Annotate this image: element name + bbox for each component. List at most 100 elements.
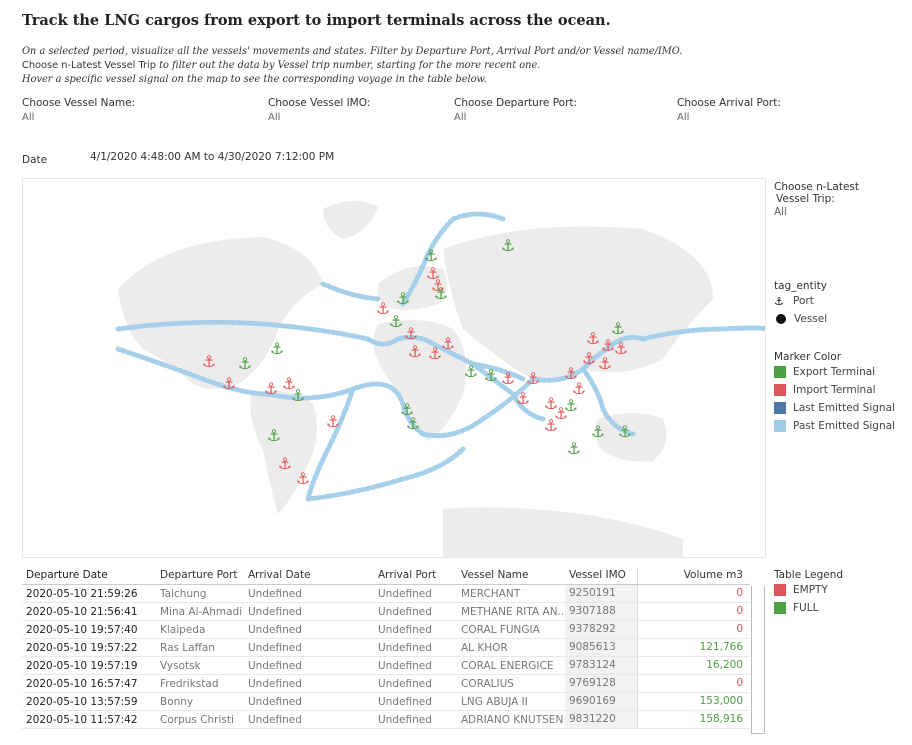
page-title: Track the LNG cargos from export to impo… — [22, 12, 611, 29]
legend-item-last-emitted-signal[interactable]: Last Emitted Signal — [774, 399, 895, 417]
legend-item-label: FULL — [793, 602, 819, 614]
svg-text:⚓: ⚓ — [282, 374, 296, 393]
departure-port-cell: Mina Al-Ahmadi — [160, 605, 243, 618]
vessel-imo-filter-value[interactable]: All — [268, 112, 281, 123]
column-header[interactable]: Arrival Date — [248, 569, 311, 581]
svg-text:⚓: ⚓ — [238, 354, 252, 373]
arrival-port-filter-value[interactable]: All — [677, 112, 690, 123]
volume-cell: 153,000 — [637, 693, 747, 710]
volume-cell: 158,916 — [637, 711, 747, 728]
legend-item-export-terminal[interactable]: Export Terminal — [774, 363, 895, 381]
legend-item-label: Last Emitted Signal — [793, 402, 895, 414]
legend-item-full[interactable]: FULL — [774, 599, 843, 617]
departure-port-cell: Ras Laffan — [160, 641, 215, 654]
svg-text:⚓: ⚓ — [431, 276, 445, 295]
vessel-name-filter-value[interactable]: All — [22, 112, 35, 123]
svg-text:⚓: ⚓ — [618, 422, 632, 441]
departure-date-cell: 2020-05-10 21:59:26 — [26, 587, 138, 600]
table-row[interactable]: 2020-05-10 19:57:22 Ras Laffan Undefined Un… — [22, 639, 750, 657]
table-row[interactable]: 2020-05-10 19:57:40 Klaipeda Undefined Unde… — [22, 621, 750, 639]
volume-cell: 0 — [637, 585, 747, 602]
import-terminal-markers[interactable]: ⚓ ⚓ ⚓ ⚓ ⚓ ⚓ ⚓ ⚓ ⚓ ⚓ ⚓ ⚓ ⚓ ⚓ ⚓ ⚓ ⚓ ⚓ ⚓ ⚓ … — [202, 264, 628, 488]
last-emitted-signal-swatch — [774, 402, 786, 414]
legend-item-import-terminal[interactable]: Import Terminal — [774, 381, 895, 399]
date-range-filter[interactable]: 4/1/2020 4:48:00 AM to 4/30/2020 7:12:00… — [90, 151, 335, 163]
table-body: 2020-05-10 21:59:26 Taichung Undefined Unde… — [22, 585, 750, 729]
table-row[interactable]: 2020-05-10 21:59:26 Taichung Undefined Unde… — [22, 585, 750, 603]
arrival-date-cell: Undefined — [248, 659, 302, 672]
table-row[interactable]: 2020-05-10 16:57:47 Fredrikstad Undefined U… — [22, 675, 750, 693]
column-header[interactable]: Departure Port — [160, 569, 238, 581]
tag-entity-legend: tag_entity ⚓ Port Vessel — [774, 280, 827, 328]
column-header[interactable]: Volume m3 — [637, 566, 747, 584]
intro-text: On a selected period, visualize all the … — [22, 45, 682, 87]
departure-port-cell: Fredrikstad — [160, 677, 219, 690]
export-terminal-markers[interactable]: ⚓ ⚓ ⚓ ⚓ ⚓ ⚓ ⚓ ⚓ ⚓ ⚓ ⚓ ⚓ ⚓ ⚓ ⚓ ⚓ ⚓ ⚓ — [238, 236, 632, 458]
legend-item-empty[interactable]: EMPTY — [774, 581, 843, 599]
svg-text:⚓: ⚓ — [526, 369, 540, 388]
intro-line-2-rest: to filter out the data by Vessel trip nu… — [155, 60, 541, 71]
vessel-imo-cell: 9378292 — [565, 621, 637, 638]
svg-text:⚓: ⚓ — [544, 416, 558, 435]
departure-port-cell: Corpus Christi — [160, 713, 234, 726]
n-latest-value[interactable]: All — [774, 206, 788, 218]
arrival-port-cell: Undefined — [378, 659, 432, 672]
legend-item-label: Past Emitted Signal — [793, 420, 895, 432]
departure-date-cell: 2020-05-10 13:57:59 — [26, 695, 138, 708]
svg-text:⚓: ⚓ — [270, 339, 284, 358]
departure-date-cell: 2020-05-10 19:57:19 — [26, 659, 138, 672]
svg-text:⚓: ⚓ — [441, 334, 455, 353]
table-row[interactable]: 2020-05-10 19:57:19 Vysotsk Undefined Undef… — [22, 657, 750, 675]
vessel-name-cell: CORAL FUNGIA — [461, 623, 540, 636]
legend-item-past-emitted-signal[interactable]: Past Emitted Signal — [774, 417, 895, 435]
volume-cell: 16,200 — [637, 657, 747, 674]
table-scrollbar[interactable] — [751, 586, 765, 734]
import-terminal-swatch — [774, 384, 786, 396]
svg-text:⚓: ⚓ — [586, 329, 600, 348]
arrival-port-filter-label: Choose Arrival Port: — [677, 97, 781, 109]
intro-line-1: On a selected period, visualize all the … — [22, 46, 683, 57]
intro-line-2-bold: Choose n-Latest Vessel Trip — [22, 60, 156, 71]
column-header[interactable]: Vessel IMO — [569, 569, 626, 581]
departure-port-cell: Vysotsk — [160, 659, 201, 672]
marker-color-title: Marker Color — [774, 351, 842, 363]
world-map[interactable]: ⚓ ⚓ ⚓ ⚓ ⚓ ⚓ ⚓ ⚓ ⚓ ⚓ ⚓ ⚓ ⚓ ⚓ ⚓ ⚓ ⚓ ⚓ ⚓ ⚓ … — [22, 178, 766, 558]
svg-text:⚓: ⚓ — [222, 374, 236, 393]
vessel-name-cell: AL KHOR — [461, 641, 508, 654]
svg-text:⚓: ⚓ — [484, 366, 498, 385]
vessel-name-filter[interactable]: Choose Vessel Name: All — [22, 97, 135, 123]
svg-text:⚓: ⚓ — [291, 386, 305, 405]
anchor-icon: ⚓ — [774, 294, 784, 308]
legend-item-label: Import Terminal — [793, 384, 876, 396]
svg-text:⚓: ⚓ — [389, 312, 403, 331]
vessel-dot-icon — [776, 314, 786, 324]
svg-text:⚓: ⚓ — [396, 289, 410, 308]
column-header[interactable]: Arrival Port — [378, 569, 437, 581]
n-latest-filter[interactable]: Choose n-Latest Vessel Trip: All — [774, 181, 859, 218]
arrival-date-cell: Undefined — [248, 587, 302, 600]
vessel-name-cell: ADRIANO KNUTSEN — [461, 713, 564, 726]
departure-port-filter[interactable]: Choose Departure Port: All — [454, 97, 577, 123]
table-row[interactable]: 2020-05-10 21:56:41 Mina Al-Ahmadi Undefin… — [22, 603, 750, 621]
vessel-imo-filter[interactable]: Choose Vessel IMO: All — [268, 97, 370, 123]
arrival-port-cell: Undefined — [378, 713, 432, 726]
column-header[interactable]: Departure Date — [26, 569, 108, 581]
svg-text:⚓: ⚓ — [601, 336, 615, 355]
volume-cell: 0 — [637, 621, 747, 638]
svg-text:⚓: ⚓ — [326, 412, 340, 431]
departure-port-cell: Bonny — [160, 695, 194, 708]
svg-text:⚓: ⚓ — [406, 414, 420, 433]
arrival-port-filter[interactable]: Choose Arrival Port: All — [677, 97, 781, 123]
arrival-date-cell: Undefined — [248, 695, 302, 708]
arrival-date-cell: Undefined — [248, 677, 302, 690]
column-header[interactable]: Vessel Name — [461, 569, 529, 581]
vessel-imo-cell: 9783124 — [565, 657, 637, 674]
departure-port-filter-value[interactable]: All — [454, 112, 467, 123]
svg-text:⚓: ⚓ — [376, 299, 390, 318]
table-row[interactable]: 2020-05-10 11:57:42 Corpus Christi Undefin… — [22, 711, 750, 729]
arrival-port-cell: Undefined — [378, 587, 432, 600]
n-latest-label-1: Choose n-Latest — [774, 181, 859, 193]
departure-date-cell: 2020-05-10 16:57:47 — [26, 677, 138, 690]
table-row[interactable]: 2020-05-10 13:57:59 Bonny Undefined Undefin… — [22, 693, 750, 711]
empty-swatch — [774, 584, 786, 596]
